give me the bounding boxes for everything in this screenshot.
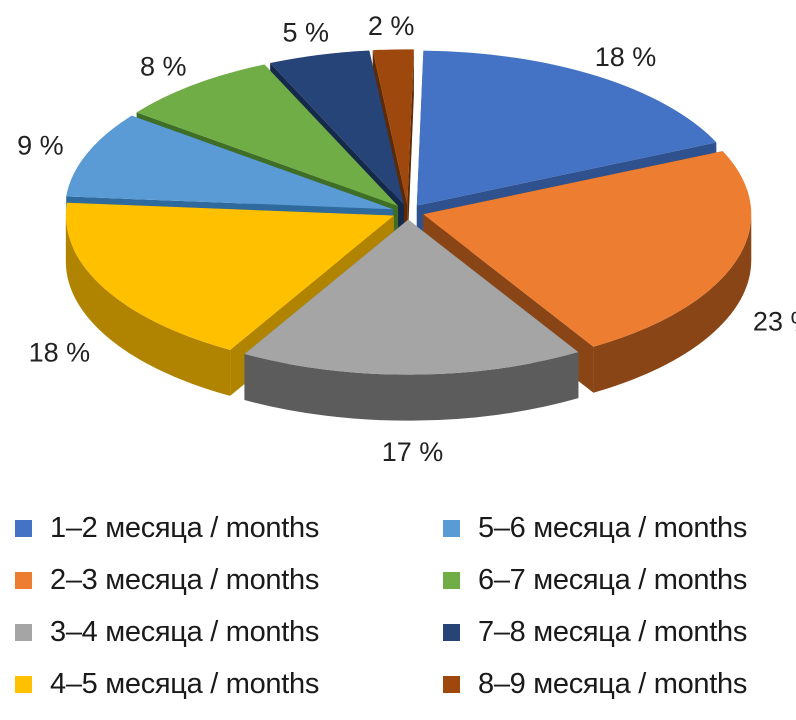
legend-label: 6–7 месяца / months [478, 563, 748, 596]
value-label-8-9: 2 % [368, 11, 415, 41]
value-label-2-3: 23 % [753, 306, 796, 336]
value-label-5-6: 9 % [17, 131, 64, 161]
slice-wall-8-9-1 [407, 49, 414, 251]
legend-item-7-8: 7–8 месяца / months [443, 612, 747, 652]
slice-3-4 [244, 219, 579, 375]
slice-5-6 [66, 115, 394, 210]
legend-label: 7–8 месяца / months [478, 615, 748, 648]
legend-item-8-9: 8–9 месяца / months [443, 664, 747, 704]
slice-tops-layer [65, 49, 752, 375]
slice-2-3 [423, 151, 752, 347]
legend-label: 1–2 месяца / months [50, 511, 320, 544]
legend-swatch [443, 519, 460, 537]
legend-item-6-7: 6–7 месяца / months [443, 560, 747, 600]
legend-item-2-3: 2–3 месяца / months [15, 560, 319, 600]
legend-swatch [443, 675, 460, 693]
legend-item-4-5: 4–5 месяца / months [15, 664, 319, 704]
slice-7-8 [270, 50, 404, 205]
slice-side-4-5 [65, 215, 231, 396]
value-label-1-2: 18 % [595, 42, 657, 72]
value-labels-layer: 18 % 23 % 17 % 18 % 9 % 8 % 5 % 2 % [17, 11, 796, 467]
legend-swatch [443, 571, 460, 589]
value-label-6-7: 8 % [140, 51, 187, 81]
legend-label: 5–6 месяца / months [478, 511, 748, 544]
legend-item-3-4: 3–4 месяца / months [15, 612, 319, 652]
legend-swatch [15, 623, 32, 641]
value-label-7-8: 5 % [283, 17, 330, 47]
pie-chart: 18 % 23 % 17 % 18 % 9 % 8 % 5 % 2 % [17, 11, 796, 467]
slice-4-5 [65, 202, 394, 350]
legend-swatch [15, 675, 32, 693]
slice-1-2 [416, 50, 717, 206]
legend-label: 8–9 месяца / months [478, 667, 748, 700]
legend-item-1-2: 1–2 месяца / months [15, 508, 319, 548]
slice-side-3-4 [244, 352, 579, 421]
slice-side-2-3 [593, 214, 752, 393]
value-label-4-5: 18 % [29, 337, 91, 367]
legend-item-5-6: 5–6 месяца / months [443, 508, 747, 548]
value-label-3-4: 17 % [382, 437, 444, 467]
slice-8-9 [372, 49, 414, 205]
legend-label: 3–4 месяца / months [50, 615, 320, 648]
legend: 1–2 месяца / months 2–3 месяца / months 3–… [0, 508, 796, 720]
legend-label: 2–3 месяца / months [50, 563, 320, 596]
legend-swatch [15, 571, 32, 589]
legend-label: 4–5 месяца / months [50, 667, 320, 700]
legend-swatch [15, 519, 32, 537]
legend-swatch [443, 623, 460, 641]
slice-6-7 [136, 64, 399, 206]
